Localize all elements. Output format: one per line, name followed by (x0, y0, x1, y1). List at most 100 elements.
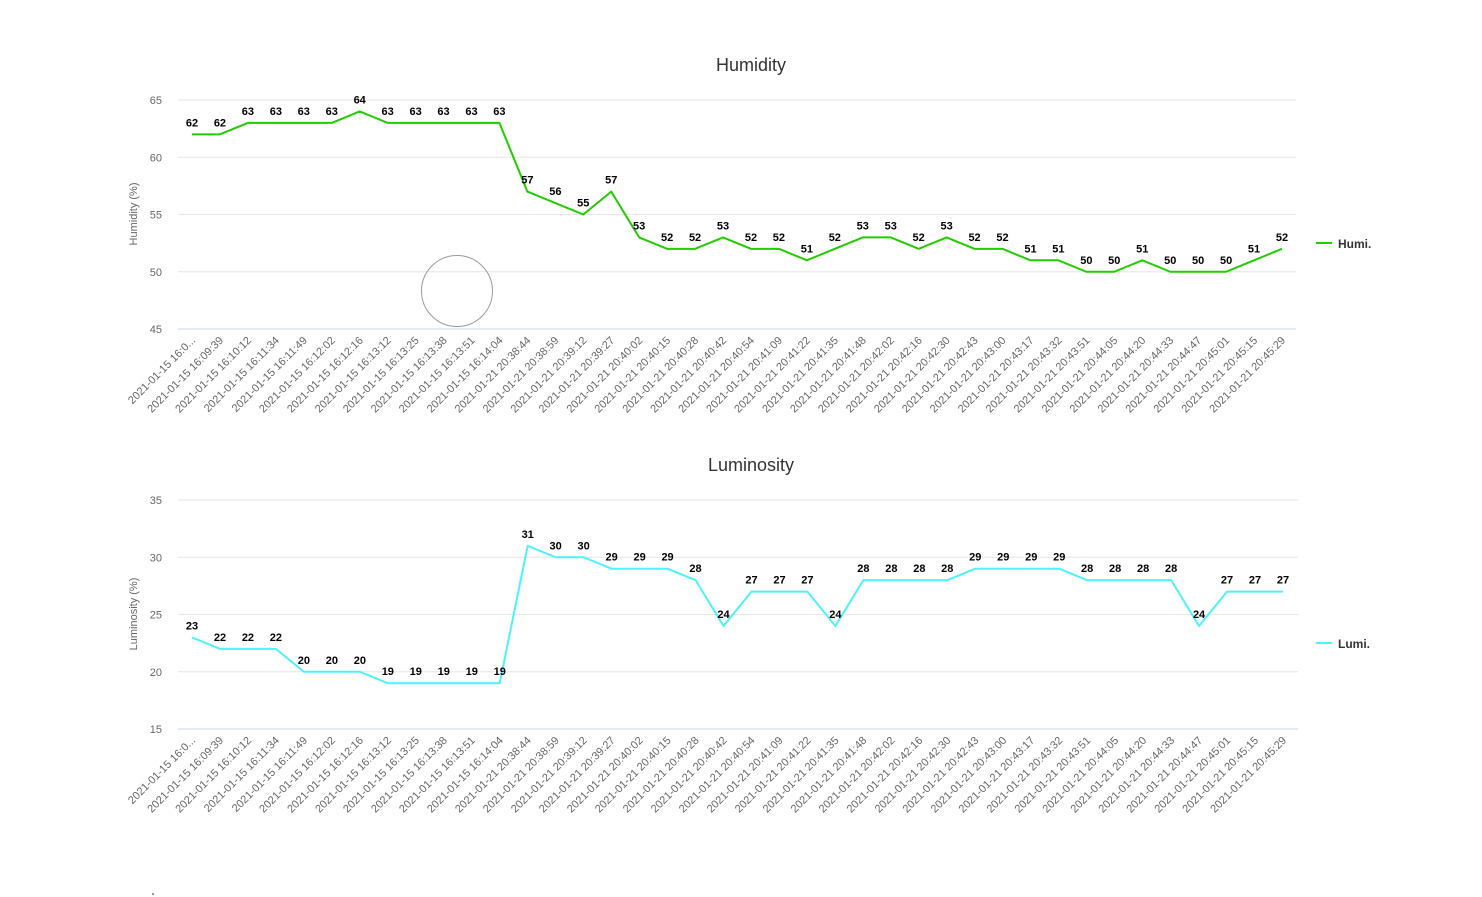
data-label: 29 (1025, 552, 1037, 564)
data-label: 20 (326, 655, 338, 667)
luminosity-chart-svg: Luminosity Luminosity (%) Lumi. 15 20 25 30… (126, 455, 1370, 815)
chart-title: Humidity (716, 55, 786, 75)
data-label: 53 (717, 220, 729, 232)
data-label: 63 (493, 106, 505, 118)
data-label: 31 (522, 529, 534, 541)
data-label: 22 (242, 632, 254, 644)
data-label: 29 (969, 552, 981, 564)
data-label: 50 (1164, 255, 1176, 267)
y-tick-label: 55 (150, 210, 162, 222)
data-label: 52 (829, 232, 841, 244)
data-label: 28 (885, 563, 897, 575)
data-label: 20 (298, 655, 310, 667)
humidity-chart: Humidity Humidity (%) Humi. 45 50 55 60 65 20… (0, 0, 1482, 440)
data-label: 22 (270, 632, 282, 644)
data-label: 52 (745, 232, 757, 244)
data-label: 57 (605, 175, 617, 187)
data-label: 62 (214, 117, 226, 129)
data-label: 28 (1109, 563, 1121, 575)
chart-title: Luminosity (708, 455, 794, 475)
data-label: 29 (997, 552, 1009, 564)
legend-label[interactable]: Lumi. (1338, 637, 1370, 651)
data-label: 63 (465, 106, 477, 118)
data-label: 29 (1053, 552, 1065, 564)
legend-label[interactable]: Humi. (1338, 237, 1371, 251)
data-label: 50 (1192, 255, 1204, 267)
data-label: 24 (829, 609, 842, 621)
data-label: 30 (550, 540, 562, 552)
data-label: 24 (1193, 609, 1206, 621)
data-label: 52 (996, 232, 1008, 244)
series-line[interactable] (191, 544, 1283, 685)
data-label: 50 (1080, 255, 1092, 267)
data-label: 19 (494, 666, 506, 678)
y-tick-label: 50 (150, 267, 162, 279)
data-label: 50 (1220, 255, 1232, 267)
data-label: 51 (1248, 243, 1260, 255)
data-label: 29 (633, 552, 645, 564)
data-label: 62 (186, 117, 198, 129)
data-label: 51 (1052, 243, 1064, 255)
data-label: 19 (438, 666, 450, 678)
data-label: 29 (605, 552, 617, 564)
data-label: 28 (913, 563, 925, 575)
data-label: 63 (326, 106, 338, 118)
data-label: 57 (521, 175, 533, 187)
data-label: 27 (801, 575, 813, 587)
data-label: 64 (354, 94, 367, 106)
data-label: 30 (578, 540, 590, 552)
y-tick-label: 65 (150, 95, 162, 107)
data-label: 20 (354, 655, 366, 667)
data-label: 52 (661, 232, 673, 244)
data-label: 52 (913, 232, 925, 244)
stray-dot (152, 893, 154, 895)
data-label: 19 (382, 666, 394, 678)
data-label: 19 (466, 666, 478, 678)
data-label: 52 (1276, 232, 1288, 244)
data-label: 28 (941, 563, 953, 575)
data-label: 51 (1136, 243, 1148, 255)
data-label: 24 (717, 609, 730, 621)
data-label: 52 (689, 232, 701, 244)
data-label: 52 (773, 232, 785, 244)
luminosity-chart: Luminosity Luminosity (%) Lumi. 15 20 25 30… (0, 445, 1482, 885)
y-axis-title: Luminosity (%) (128, 578, 140, 651)
data-label: 52 (968, 232, 980, 244)
data-label: 27 (1277, 575, 1289, 587)
humidity-chart-svg: Humidity Humidity (%) Humi. 455055606520… (126, 55, 1371, 415)
data-label: 27 (1249, 575, 1261, 587)
data-label: 53 (885, 220, 897, 232)
data-label: 23 (186, 620, 198, 632)
data-label: 63 (270, 106, 282, 118)
data-label: 27 (1221, 575, 1233, 587)
y-tick-label: 20 (150, 667, 162, 679)
data-label: 29 (661, 552, 673, 564)
y-tick-label: 15 (150, 724, 162, 736)
y-tick-label: 45 (150, 324, 162, 336)
data-label: 51 (801, 243, 813, 255)
y-tick-label: 60 (150, 152, 162, 164)
data-label: 28 (1137, 563, 1149, 575)
series-line[interactable] (192, 110, 1283, 273)
data-label: 28 (1081, 563, 1093, 575)
data-label: 63 (382, 106, 394, 118)
data-label: 27 (745, 575, 757, 587)
y-tick-label: 35 (150, 495, 162, 507)
data-label: 28 (857, 563, 869, 575)
cursor-circle (421, 255, 493, 327)
data-label: 22 (214, 632, 226, 644)
data-label: 27 (773, 575, 785, 587)
data-label: 50 (1108, 255, 1120, 267)
data-label: 63 (437, 106, 449, 118)
data-label: 53 (940, 220, 952, 232)
data-label: 56 (549, 186, 561, 198)
data-label: 63 (298, 106, 310, 118)
data-label: 53 (857, 220, 869, 232)
data-label: 63 (409, 106, 421, 118)
data-label: 28 (689, 563, 701, 575)
data-label: 19 (410, 666, 422, 678)
data-label: 51 (1024, 243, 1036, 255)
data-label: 28 (1165, 563, 1177, 575)
data-label: 53 (633, 220, 645, 232)
y-tick-label: 30 (150, 552, 162, 564)
